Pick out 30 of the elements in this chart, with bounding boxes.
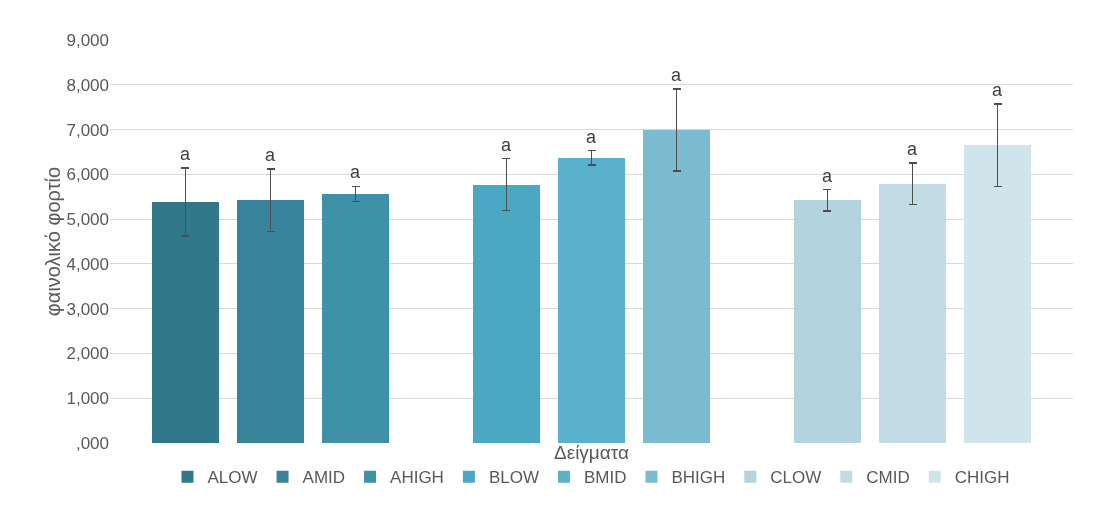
y-tick-label: 7,000 [66, 120, 109, 140]
legend-label: CHIGH [954, 468, 1010, 488]
legend-label: ALOW [207, 468, 258, 488]
data-label: a [350, 162, 361, 182]
data-label: a [586, 127, 597, 147]
data-label: a [265, 145, 276, 165]
legend-label: BLOW [488, 468, 539, 488]
legend-label: AMID [302, 468, 346, 488]
y-tick-label: 3,000 [66, 299, 109, 319]
y-tick-label: 9,000 [66, 30, 109, 50]
data-label: a [501, 135, 512, 155]
legend-label: BHIGH [671, 468, 726, 488]
legend-label: CMID [866, 468, 910, 488]
data-label: a [907, 139, 918, 159]
data-label: a [180, 144, 191, 164]
x-axis-title: Δείγματα [553, 441, 630, 463]
y-tick-label: ,000 [75, 433, 109, 453]
y-axis-title: φαινολικό φορτίο [42, 166, 64, 317]
y-tick-label: 5,000 [66, 210, 109, 230]
data-label: a [822, 166, 833, 186]
y-tick-label: 1,000 [66, 389, 109, 409]
legend-label: CLOW [770, 468, 822, 488]
data-label: a [992, 80, 1003, 100]
y-tick-label: 6,000 [66, 165, 109, 185]
y-tick-label: 4,000 [66, 254, 109, 274]
data-label: a [671, 65, 682, 85]
legend-label: BMID [583, 468, 627, 488]
y-tick-label: 8,000 [66, 75, 109, 95]
legend-label: AHIGH [390, 468, 444, 488]
y-tick-label: 2,000 [66, 344, 109, 364]
